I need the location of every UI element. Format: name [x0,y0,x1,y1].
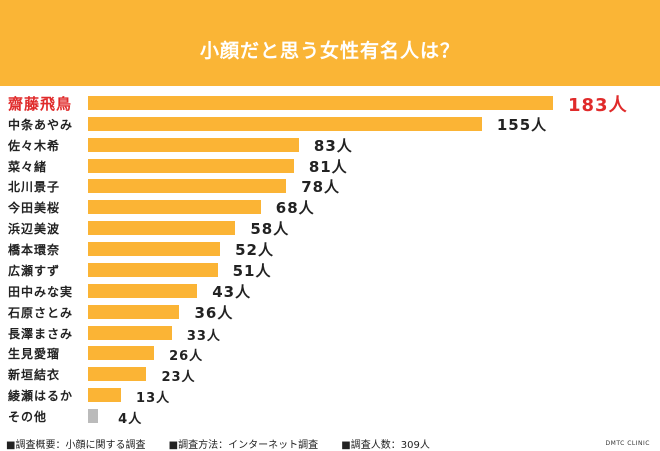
survey-overview: ■調査概要：小顔に関する調査 [6,440,146,451]
category-label: 田中みな実 [8,284,74,299]
bar [88,283,198,298]
value-label: 26人 [169,349,204,365]
value-label: 36人 [194,303,234,322]
survey-method: ■調査方法：インターネット調査 [168,440,319,451]
bar [88,262,218,277]
header-banner [0,0,660,86]
category-label: 浜辺美波 [8,222,61,237]
chart-title: 小顔だと思う女性有名人は？ [199,40,460,62]
value-label: 81人 [308,157,348,176]
value-label: 68人 [275,199,315,218]
bar [88,242,221,257]
value-label: 155人 [496,115,548,134]
bar [88,346,155,361]
category-label: その他 [8,410,48,425]
category-label: 橋本環奈 [8,243,61,258]
value-label: 23人 [161,370,196,386]
survey-count: ■調査人数：309人 [341,440,430,451]
category-label: 齋藤飛鳥 [8,95,73,113]
value-label: 51人 [232,261,272,280]
value-label: 43人 [212,282,252,301]
value-label: 78人 [301,178,341,197]
value-label: 33人 [186,328,221,344]
bar [88,200,261,215]
bar [88,137,299,152]
bar [88,179,287,194]
category-label: 生見愛瑠 [8,347,61,362]
category-label: 広瀬すず [8,263,61,278]
bar [88,409,99,424]
bar [88,388,122,403]
value-label: 52人 [235,241,274,260]
brand-logo: DMTC CLINIC [605,440,650,447]
bar [88,158,294,173]
category-label: 綾瀬はるか [8,389,74,404]
value-label: 4人 [118,412,143,428]
footer: ■調査概要：小顔に関する調査 ■調査方法：インターネット調査 ■調査人数：309… [6,436,450,451]
category-label: 今田美桜 [8,201,61,216]
category-label: 長澤まさみ [8,326,74,341]
category-label: 北川景子 [8,180,61,195]
category-label: 中条あやみ [8,117,74,132]
bar [88,304,180,319]
category-label: 新垣結衣 [8,368,61,383]
bar [88,367,147,382]
category-label: 石原さとみ [8,305,74,320]
category-label: 佐々木希 [8,138,61,153]
value-label: 183人 [568,95,628,116]
bar [88,96,553,110]
value-label: 13人 [136,391,171,407]
bar [88,116,482,131]
bar [88,325,172,340]
value-label: 58人 [250,220,290,239]
category-label: 菜々緒 [8,159,48,174]
bar [88,221,236,236]
value-label: 83人 [313,136,353,155]
